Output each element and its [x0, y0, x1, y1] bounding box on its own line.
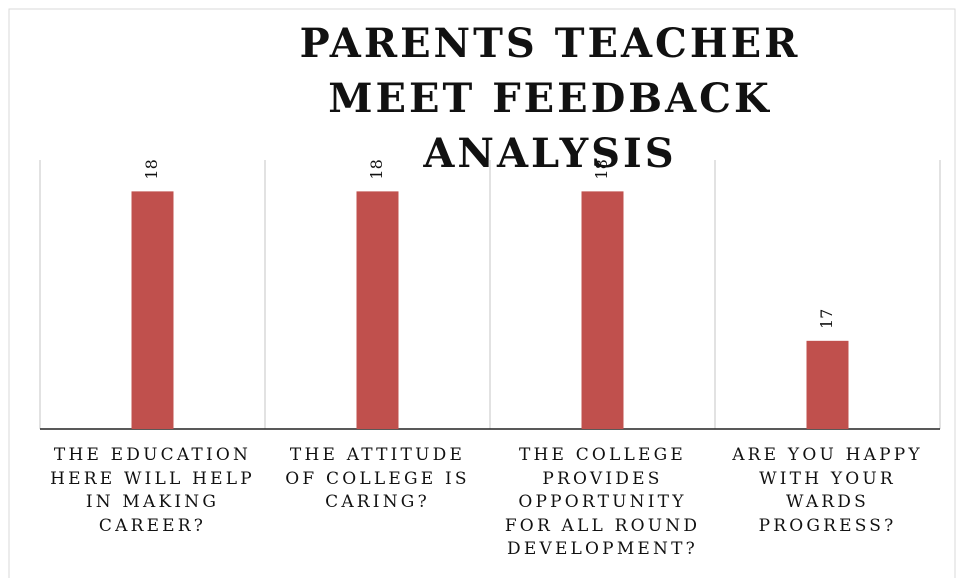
bar [581, 191, 624, 429]
x-tick-label: THE COLLEGE PROVIDES OPPORTUNITY FOR ALL… [504, 445, 701, 559]
bar [356, 191, 399, 429]
bar [131, 191, 174, 429]
chart-title: PARENTS TEACHER MEET FEEDBACK ANALYSIS [299, 20, 801, 177]
bar [806, 340, 849, 429]
x-tick-label: ARE YOU HAPPY WITH YOUR WARDS PROGRESS? [732, 445, 923, 536]
chart-border [8, 8, 956, 578]
data-label: 17 [817, 309, 836, 329]
x-tick-label: THE EDUCATION HERE WILL HELP IN MAKING C… [50, 445, 255, 536]
x-tick-label: THE ATTITUDE OF COLLEGE IS CARING? [285, 445, 470, 512]
data-label: 18 [592, 159, 611, 179]
data-label: 18 [367, 159, 386, 179]
data-label: 18 [142, 159, 161, 179]
